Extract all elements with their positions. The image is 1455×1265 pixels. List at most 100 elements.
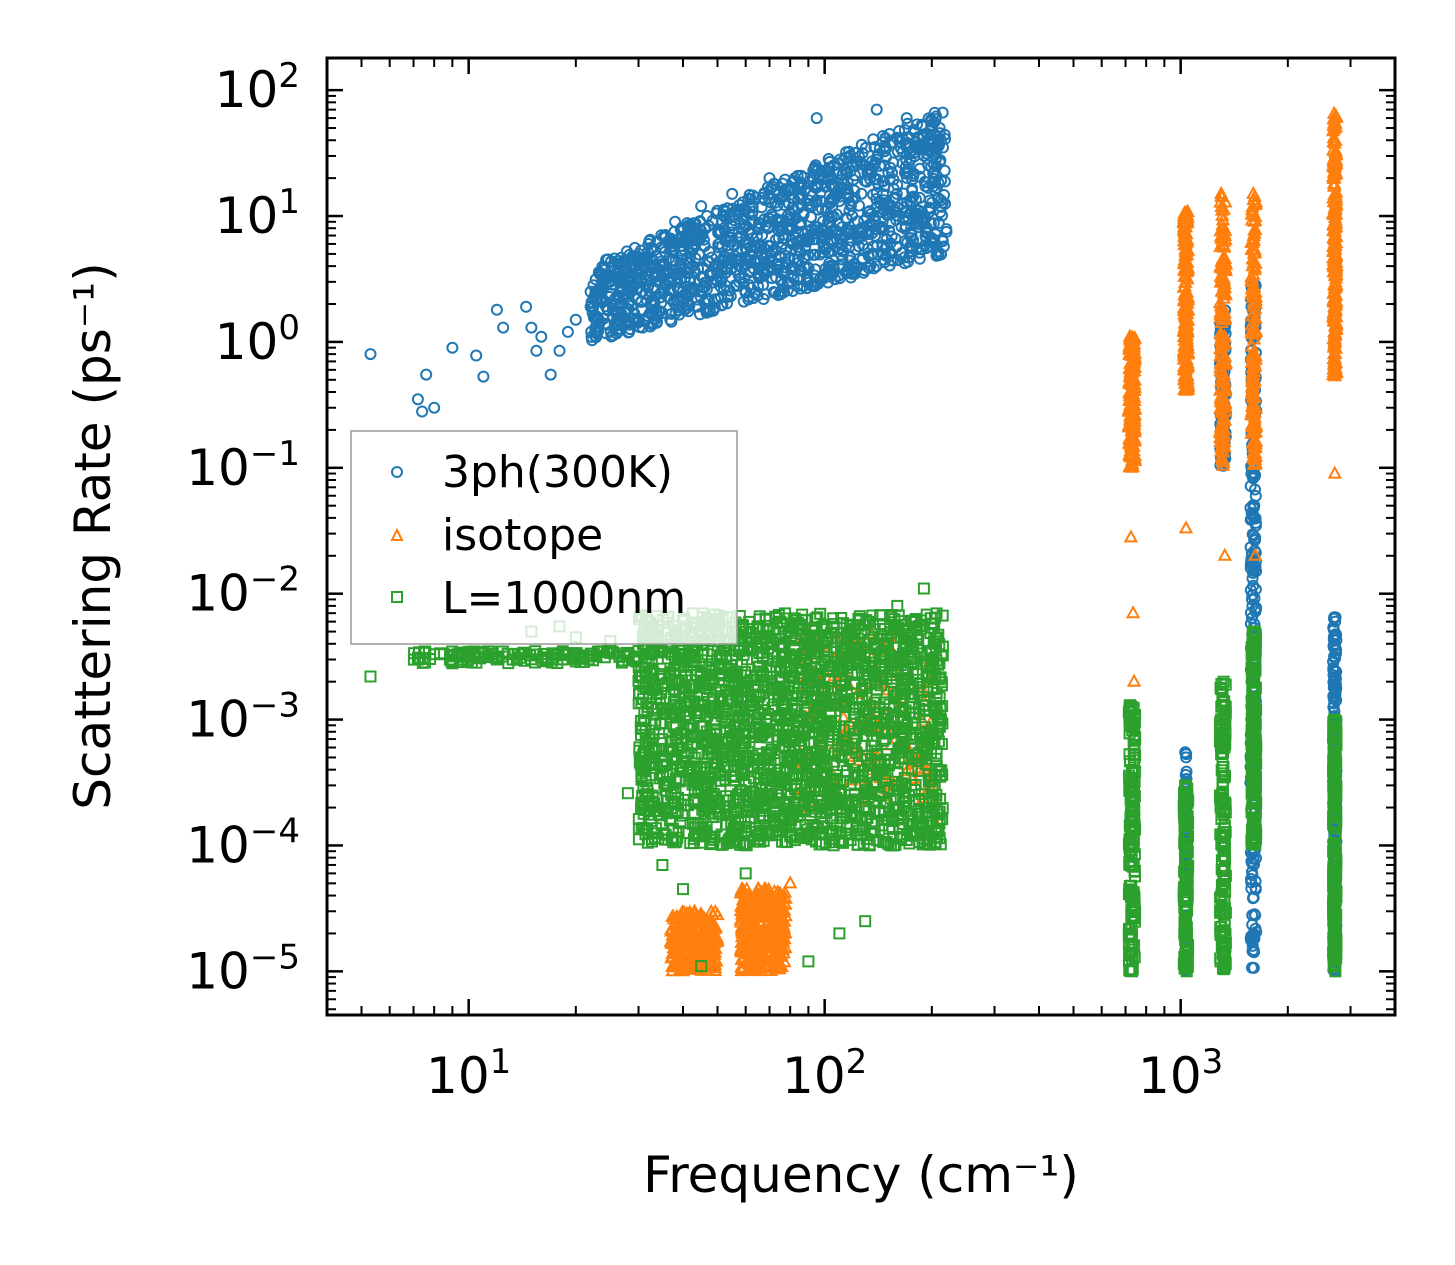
l-1000nm-point	[463, 650, 476, 663]
3ph-300k--point	[824, 216, 836, 229]
3ph-300k--point	[651, 309, 664, 322]
isotope-point	[1327, 331, 1343, 345]
3ph-300k--point	[818, 233, 831, 246]
3ph-300k--point	[1180, 765, 1193, 778]
isotope-point	[1328, 346, 1343, 360]
isotope-point	[1248, 424, 1264, 438]
3ph-300k--point	[1327, 701, 1340, 714]
3ph-300k--point	[705, 251, 718, 264]
3ph-300k--point	[674, 273, 687, 286]
3ph-300k--point	[773, 260, 786, 273]
3ph-300k--point	[870, 260, 883, 273]
isotope-point	[678, 938, 694, 952]
isotope-point	[1327, 110, 1342, 124]
l-1000nm-point	[615, 656, 628, 669]
isotope-point	[1124, 367, 1139, 381]
3ph-300k--point	[896, 145, 909, 158]
3ph-300k--point	[655, 229, 668, 242]
3ph-300k--point	[853, 199, 865, 212]
3ph-300k--point	[667, 245, 680, 258]
3ph-300k--point	[687, 283, 700, 296]
isotope-point	[677, 929, 692, 943]
3ph-300k--point	[813, 273, 826, 286]
isotope-point	[1179, 371, 1194, 385]
isotope-point	[778, 908, 793, 922]
3ph-300k--point	[745, 244, 758, 257]
3ph-300k--point	[364, 348, 377, 361]
isotope-point	[748, 937, 763, 951]
3ph-300k--point	[870, 103, 883, 116]
isotope-point	[1326, 175, 1342, 189]
3ph-300k--point	[1329, 652, 1342, 665]
isotope-point	[1248, 221, 1263, 235]
3ph-300k--point	[797, 178, 810, 191]
3ph-300k--point	[1327, 639, 1340, 652]
3ph-300k--point	[721, 202, 734, 215]
3ph-300k--point	[553, 344, 566, 357]
3ph-300k--point	[665, 315, 678, 328]
3ph-300k--point	[755, 240, 768, 253]
3ph-300k--point	[810, 112, 823, 125]
3ph-300k--point	[898, 201, 911, 214]
isotope-point	[738, 893, 754, 907]
3ph-300k--point	[919, 180, 932, 193]
3ph-300k--point	[709, 293, 722, 306]
3ph-300k--point	[627, 252, 640, 265]
3ph-300k--point	[841, 183, 854, 196]
3ph-300k--point	[816, 195, 829, 208]
3ph-300k--point	[1246, 528, 1259, 541]
l-1000nm-point	[576, 649, 589, 662]
3ph-300k--point	[793, 189, 806, 202]
3ph-300k--point	[764, 249, 777, 262]
3ph-300k--point	[759, 256, 771, 269]
3ph-300k--point	[752, 269, 765, 282]
isotope-point	[1217, 547, 1232, 561]
3ph-300k--point	[634, 244, 647, 257]
isotope-point	[1127, 433, 1142, 447]
3ph-300k--point	[884, 254, 897, 266]
3ph-300k--point	[901, 117, 914, 130]
3ph-300k--point	[698, 239, 711, 252]
isotope-point	[759, 905, 774, 919]
3ph-300k--point	[694, 215, 706, 228]
3ph-300k--point	[661, 290, 674, 303]
isotope-point	[1124, 459, 1140, 473]
isotope-point	[1246, 386, 1261, 400]
3ph-300k--point	[535, 330, 548, 343]
3ph-300k--point	[630, 293, 643, 306]
3ph-300k--point	[743, 255, 756, 268]
3ph-300k--point	[927, 172, 940, 185]
isotope-point	[1247, 260, 1263, 274]
3ph-300k--point	[693, 248, 705, 261]
3ph-300k--point	[1249, 909, 1262, 922]
isotope-point	[1213, 258, 1228, 272]
isotope-point	[1247, 399, 1262, 413]
isotope-point	[742, 950, 757, 964]
isotope-point	[748, 956, 763, 970]
3ph-300k--point	[446, 341, 459, 354]
isotope-point	[1216, 399, 1231, 413]
3ph-300k--point	[610, 319, 623, 331]
3ph-300k--point	[913, 170, 926, 183]
isotope-point	[759, 909, 775, 923]
3ph-300k--point	[791, 272, 804, 285]
isotope-point	[1246, 185, 1261, 199]
l-1000nm-point	[424, 653, 437, 665]
3ph-300k--point	[910, 242, 923, 255]
isotope-point	[1327, 262, 1342, 276]
3ph-300k--point	[789, 264, 802, 276]
3ph-300k--point	[905, 232, 918, 245]
3ph-300k--point	[789, 231, 802, 244]
3ph-300k--point	[1249, 881, 1262, 894]
isotope-point	[750, 925, 765, 939]
3ph-300k--point	[1327, 623, 1340, 636]
3ph-300k--point	[862, 225, 875, 238]
isotope-point	[1328, 274, 1343, 288]
isotope-point	[690, 956, 705, 970]
isotope-point	[1248, 255, 1263, 269]
3ph-300k--point	[827, 194, 840, 207]
isotope-point	[1215, 300, 1231, 314]
isotope-point	[751, 921, 766, 935]
3ph-300k--point	[844, 197, 857, 210]
3ph-300k--point	[757, 278, 770, 291]
